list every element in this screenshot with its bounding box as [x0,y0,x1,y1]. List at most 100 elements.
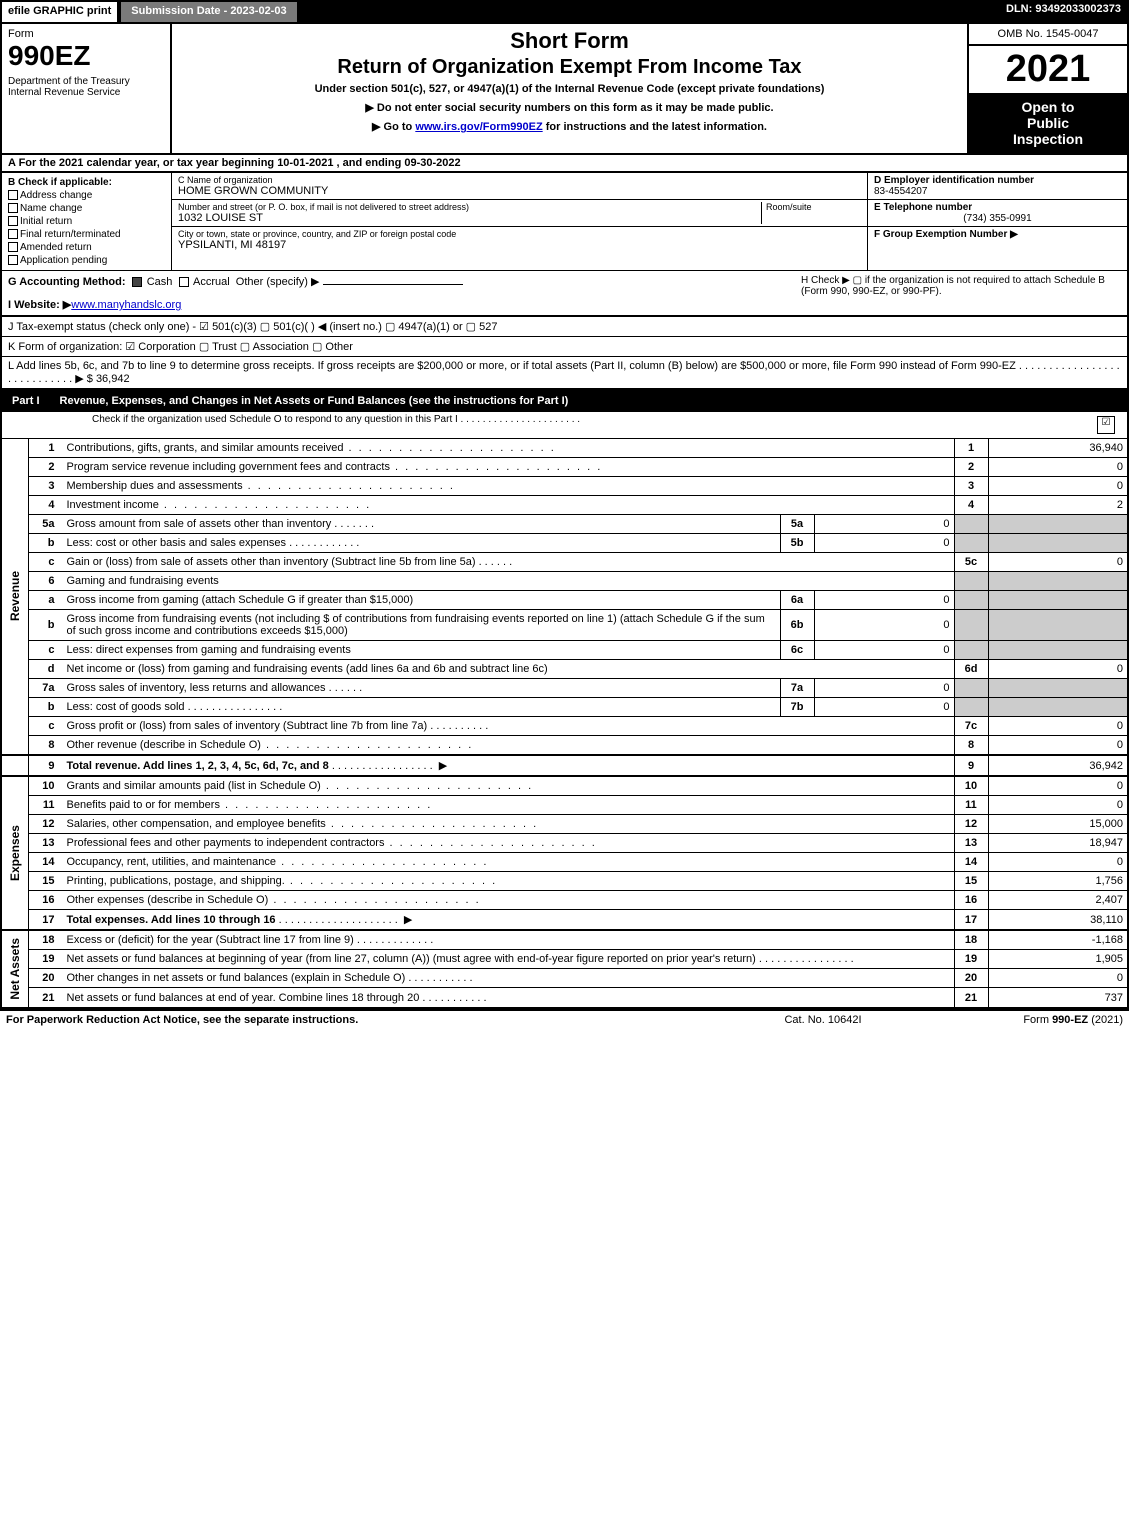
instruction-link: ▶ Go to www.irs.gov/Form990EZ for instru… [180,120,959,133]
checkbox-icon[interactable] [8,229,18,239]
street-cell: Number and street (or P. O. box, if mail… [172,200,867,227]
sub-amt: 0 [814,534,954,553]
line-box: 3 [954,477,988,496]
shaded-cell [954,698,988,717]
line-box: 16 [954,891,988,910]
netassets-side-label: Net Assets [1,930,29,1008]
checkbox-icon[interactable] [8,203,18,213]
line-19: 19 Net assets or fund balances at beginn… [1,950,1128,969]
open-public-badge: Open to Public Inspection [969,93,1127,153]
room-label: Room/suite [766,202,861,212]
shaded-cell [988,515,1128,534]
vlabel-netassets: Net Assets [6,934,24,1004]
line-num: 8 [29,736,63,756]
line-num: 5a [29,515,63,534]
sub-box: 7a [780,679,814,698]
line-amt: 0 [988,796,1128,815]
lines-table: Revenue 1 Contributions, gifts, grants, … [0,439,1129,1009]
line-6: 6 Gaming and fundraising events [1,572,1128,591]
line-box: 20 [954,969,988,988]
line-amt: 0 [988,553,1128,572]
box-b-header: B Check if applicable: [8,177,165,188]
line-box: 11 [954,796,988,815]
line-box: 15 [954,872,988,891]
efile-label: efile GRAPHIC print [0,0,119,24]
line-13: 13 Professional fees and other payments … [1,834,1128,853]
title-return: Return of Organization Exempt From Incom… [180,56,959,79]
line-box: 18 [954,930,988,950]
line-num: 4 [29,496,63,515]
row-l-gross-receipts: L Add lines 5b, 6c, and 7b to line 9 to … [0,357,1129,390]
line-box: 7c [954,717,988,736]
other-label: Other (specify) ▶ [236,276,320,288]
block-b-c-d-e-f: B Check if applicable: Address change Na… [0,173,1129,270]
sub-amt: 0 [814,591,954,610]
checkbox-icon[interactable] [8,255,18,265]
line-10: Expenses 10 Grants and similar amounts p… [1,776,1128,796]
line-amt: 0 [988,776,1128,796]
vlabel-expenses: Expenses [6,821,24,885]
checkbox-icon[interactable] [8,242,18,252]
line-box: 14 [954,853,988,872]
spacer [299,0,998,24]
form-number: 990EZ [8,40,164,72]
org-name: HOME GROWN COMMUNITY [178,185,861,197]
website-label: I Website: ▶ [8,299,71,311]
row-i: I Website: ▶www.manyhandslc.org [8,298,801,311]
checkbox-cash-icon[interactable] [132,277,142,287]
chk-final-return: Final return/terminated [8,229,165,240]
line-11: 11 Benefits paid to or for members 11 0 [1,796,1128,815]
chk-label: Final return/terminated [20,229,121,240]
box-d-e-f: D Employer identification number 83-4554… [867,173,1127,270]
line-amt: 0 [988,477,1128,496]
line-1: Revenue 1 Contributions, gifts, grants, … [1,439,1128,458]
sub-box: 6b [780,610,814,641]
header-right: OMB No. 1545-0047 2021 Open to Public In… [967,24,1127,153]
instr-prefix: ▶ Go to [372,121,415,133]
line-num: 10 [29,776,63,796]
dln-label: DLN: 93492033002373 [998,0,1129,24]
line-amt: 0 [988,853,1128,872]
box-f: F Group Exemption Number ▶ [868,227,1127,242]
schedule-o-checkbox-icon[interactable]: ☑ [1097,416,1115,434]
street-label: Number and street (or P. O. box, if mail… [178,202,761,212]
row-h: H Check ▶ ▢ if the organization is not r… [801,275,1121,311]
line-desc: Net assets or fund balances at beginning… [67,953,756,965]
website-link[interactable]: www.manyhandslc.org [71,299,181,311]
checkbox-accrual-icon[interactable] [179,277,189,287]
shaded-cell [954,591,988,610]
line-desc: Benefits paid to or for members [67,799,220,811]
line-7b: b Less: cost of goods sold . . . . . . .… [1,698,1128,717]
shaded-cell [988,698,1128,717]
row-k-form-org: K Form of organization: ☑ Corporation ▢ … [0,337,1129,357]
line-desc: Gross amount from sale of assets other t… [67,518,332,530]
line-desc: Gross sales of inventory, less returns a… [67,682,326,694]
shaded-cell [954,572,988,591]
line-amt: 737 [988,988,1128,1008]
line-num: b [29,534,63,553]
line-4: 4 Investment income 4 2 [1,496,1128,515]
subtitle: Under section 501(c), 527, or 4947(a)(1)… [180,83,959,95]
instruction-ssn: ▶ Do not enter social security numbers o… [180,101,959,114]
city-label: City or town, state or province, country… [178,229,861,239]
line-desc: Occupancy, rent, utilities, and maintena… [67,856,277,868]
org-name-cell: C Name of organization HOME GROWN COMMUN… [172,173,867,200]
shaded-cell [988,591,1128,610]
shaded-cell [988,641,1128,660]
irs-link[interactable]: www.irs.gov/Form990EZ [415,121,542,133]
line-num: 17 [29,910,63,931]
line-box: 17 [954,910,988,931]
box-d: D Employer identification number 83-4554… [868,173,1127,200]
checkbox-icon[interactable] [8,216,18,226]
part-1-header: Part I Revenue, Expenses, and Changes in… [0,390,1129,412]
line-amt: 0 [988,660,1128,679]
shaded-cell [954,679,988,698]
line-2: 2 Program service revenue including gove… [1,458,1128,477]
form-header: Form 990EZ Department of the Treasury In… [0,24,1129,155]
line-box: 9 [954,755,988,776]
line-box: 19 [954,950,988,969]
chk-amended-return: Amended return [8,242,165,253]
line-7c: c Gross profit or (loss) from sales of i… [1,717,1128,736]
line-num: 13 [29,834,63,853]
checkbox-icon[interactable] [8,190,18,200]
